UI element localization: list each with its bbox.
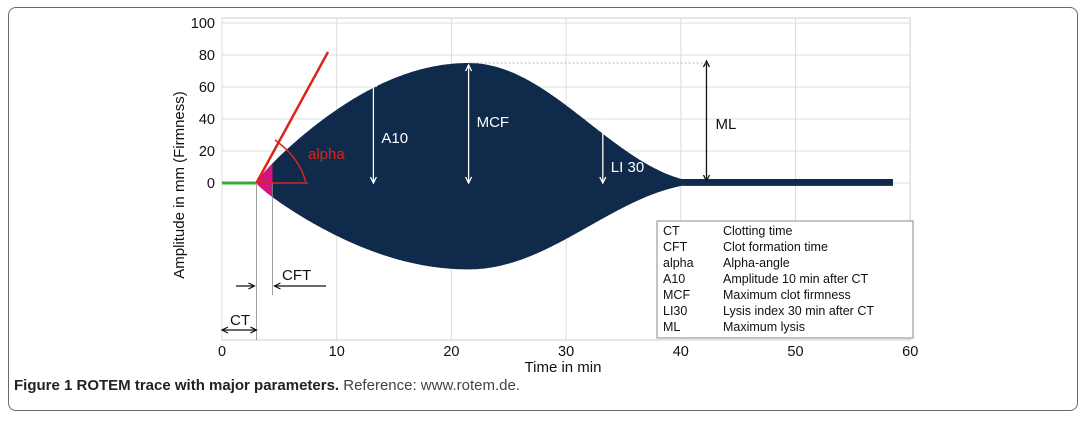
li30-arrowhead-bottom [599,176,607,185]
li30-label: LI 30 [611,159,644,176]
a10-arrowhead-bottom [369,176,377,185]
y-tick-label: 80 [199,48,215,64]
x-tick-label: 50 [787,344,803,360]
trace-layer [222,63,893,270]
ct-arrowhead-right [250,326,258,334]
mcf-arrowhead-bottom [465,176,473,185]
alpha-tangent-line [255,51,330,184]
x-tick-label: 0 [218,344,226,360]
legend-desc: Maximum lysis [723,320,805,334]
legend-desc: Clotting time [723,224,793,238]
mcf-arrowhead-top [465,63,473,72]
cft-label: CFT [282,267,311,284]
a10-label: A10 [381,130,408,147]
legend-abbr: A10 [663,272,685,286]
legend-abbr: LI30 [663,304,687,318]
legend-box [656,220,914,339]
cft-region [256,163,273,198]
x-tick-label: 40 [673,344,689,360]
figure-caption: Figure 1 ROTEM trace with major paramete… [14,377,1054,394]
x-tick-label: 10 [329,344,345,360]
legend-desc: Alpha-angle [723,256,790,270]
a10-arrowhead-top [369,79,377,88]
legend-desc: Amplitude 10 min after CT [723,272,869,286]
y-tick-label: 0 [207,176,215,192]
ml-label: ML [715,116,736,133]
tick-layer: 0 10 20 30 40 50 60 0 20 40 60 80 100 [191,16,918,360]
caption-title: Figure 1 ROTEM trace with major paramete… [14,377,340,394]
y-tick-label: 60 [199,80,215,96]
ml-arrowhead-top [702,59,711,68]
y-tick-label: 40 [199,112,215,128]
li30-arrowhead-top [599,108,607,117]
caption-reference: Reference: www.rotem.de. [339,377,521,394]
annotation-layer: alpha A10 MCF LI 30 ML CT CFT [220,51,736,340]
x-tick-label: 60 [902,344,918,360]
clot-trace [256,63,893,270]
ct-arrowhead-left [220,326,229,334]
legend-desc: Maximum clot firmness [723,288,851,302]
x-tick-label: 20 [443,344,459,360]
legend-abbr: ML [663,320,680,334]
legend-desc: Clot formation time [723,240,828,254]
legend-desc: Lysis index 30 min after CT [723,304,874,318]
alpha-label: alpha [308,146,345,163]
alpha-arc [274,139,307,184]
legend-abbr: MCF [663,288,690,302]
cft-arrowhead-right [273,282,281,290]
legend-abbr: alpha [663,256,694,270]
y-tick-label: 100 [191,16,215,32]
cft-arrowhead-left [248,282,256,290]
ml-arrowhead-bottom [702,174,711,183]
x-axis-label: Time in min [525,359,602,376]
x-tick-label: 30 [558,344,574,360]
mcf-label: MCF [477,114,510,131]
y-axis-label: Amplitude in mm (Firmness) [171,91,188,279]
legend: CT Clotting time CFT Clot formation time alp… [656,220,914,339]
legend-abbr: CFT [663,240,688,254]
y-tick-label: 20 [199,144,215,160]
legend-abbr: CT [663,224,680,238]
ct-label: CT [230,312,250,329]
